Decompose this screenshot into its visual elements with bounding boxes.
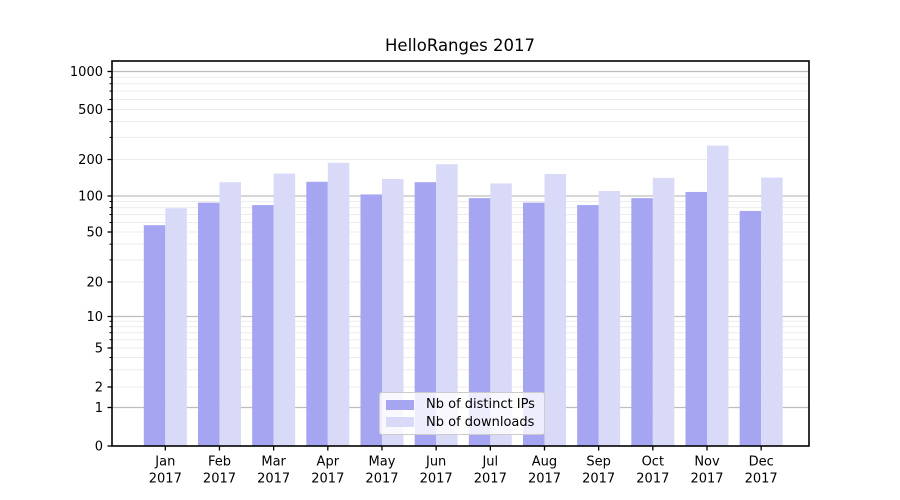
bar-downloads-jan [165,208,187,446]
y-tick-label: 5 [95,342,103,357]
bar-distinct-ips-nov [685,191,707,446]
bar-downloads-mar [273,173,296,447]
bar-distinct-ips-may [360,194,382,446]
y-tick-label: 20 [86,276,103,291]
y-tick-label: 1000 [70,65,103,80]
x-tick-label-year: 2017 [745,472,778,487]
x-tick-label-year: 2017 [257,472,290,487]
x-tick-label-year: 2017 [420,472,453,487]
bar-distinct-ips-jun [414,182,437,446]
bar-distinct-ips-jul [468,198,491,446]
x-tick-label-month: Sep [586,455,611,470]
x-tick-label-month: Nov [694,455,720,470]
bar-distinct-ips-sep [577,205,599,446]
x-tick-label-month: Jan [154,455,175,470]
legend: Nb of distinct IPs Nb of downloads [379,392,545,435]
axes-frame [111,60,810,447]
x-tick-label-month: Jun [425,455,446,470]
x-tick-label-month: May [369,455,396,470]
x-tick-label-year: 2017 [365,472,398,487]
legend-item-downloads: Nb of downloads [386,414,538,431]
legend-label-downloads: Nb of downloads [426,414,535,430]
x-tick-label-year: 2017 [690,472,723,487]
x-tick-label-year: 2017 [636,472,669,487]
legend-swatch-distinct-ips [386,399,414,410]
x-tick-label-month: Aug [532,455,557,470]
legend-label-distinct-ips: Nb of distinct IPs [426,397,535,413]
x-tick-label-year: 2017 [311,472,344,487]
bar-downloads-oct [652,177,675,447]
bar-downloads-dec [761,177,783,447]
bar-downloads-aug [544,173,566,446]
bar-downloads-sep [598,190,621,446]
x-tick-label-year: 2017 [149,472,182,487]
y-tick-label: 100 [78,190,103,205]
bar-downloads-nov [707,145,729,446]
bar-downloads-may [381,179,404,446]
x-tick-label-month: Jul [481,455,498,470]
x-tick-label-year: 2017 [528,472,561,487]
x-tick-label-month: Feb [208,455,231,470]
x-tick-label-year: 2017 [203,472,236,487]
chart-title: HelloRanges 2017 [385,36,535,55]
bar-downloads-feb [219,182,241,446]
y-tick-label: 0 [95,440,103,455]
x-tick-label-year: 2017 [582,472,615,487]
bar-downloads-apr [327,162,350,447]
bar-downloads-jun [436,164,458,446]
bar-distinct-ips-jan [143,225,166,446]
y-tick-label: 200 [78,153,103,168]
y-tick-label: 1 [95,401,103,416]
x-tick-label-month: Dec [749,455,774,470]
x-tick-label-month: Oct [642,455,664,470]
y-tick-label: 50 [86,226,103,241]
y-tick-label: 10 [86,310,103,325]
bar-distinct-ips-aug [522,202,545,446]
bar-distinct-ips-mar [252,205,274,446]
x-tick-label-year: 2017 [474,472,507,487]
bar-distinct-ips-oct [631,198,653,446]
y-tick-label: 500 [78,103,103,118]
bar-distinct-ips-apr [306,181,328,446]
x-tick-label-month: Apr [317,455,340,470]
bar-distinct-ips-feb [197,202,220,446]
legend-item-distinct-ips: Nb of distinct IPs [386,396,538,413]
x-tick-label-month: Mar [261,455,286,470]
legend-swatch-downloads [386,417,414,428]
bar-downloads-jul [490,183,512,446]
bar-distinct-ips-dec [739,210,762,446]
y-tick-label: 2 [95,381,103,396]
